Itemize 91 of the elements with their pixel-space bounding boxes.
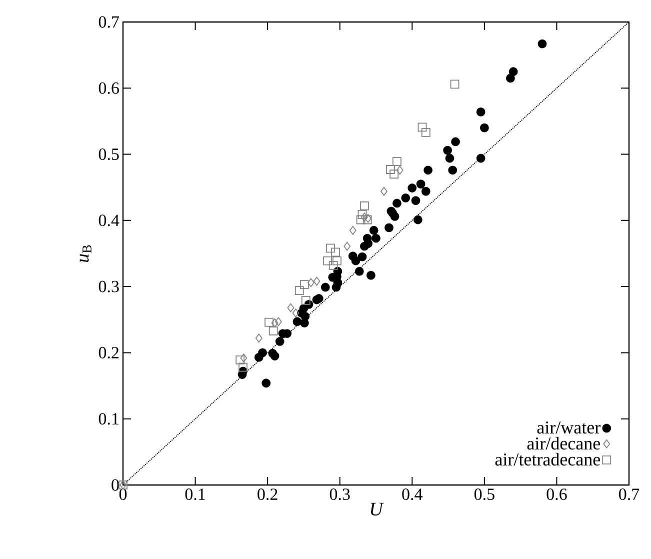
point	[274, 317, 282, 326]
point	[240, 354, 248, 362]
x-tick-label: 0.3	[330, 488, 350, 500]
x-tick-label: 0.7	[619, 488, 640, 500]
point	[268, 348, 278, 358]
x-tick-label: 0.6	[546, 488, 567, 500]
point	[271, 318, 278, 328]
point	[332, 256, 342, 266]
point	[443, 146, 452, 155]
point	[421, 186, 430, 196]
point	[508, 67, 518, 76]
point	[476, 107, 486, 116]
y-tick-label: 0	[112, 479, 119, 491]
y-tick-label: 0.1	[98, 413, 118, 425]
point	[416, 180, 426, 188]
point	[344, 242, 351, 251]
point	[236, 356, 245, 364]
point	[386, 165, 395, 174]
point	[445, 154, 454, 163]
point	[313, 276, 320, 286]
point	[396, 166, 404, 175]
point	[401, 193, 410, 202]
point	[362, 215, 372, 224]
point	[300, 318, 309, 328]
point	[326, 244, 335, 253]
point	[294, 286, 304, 295]
point	[354, 266, 364, 276]
point	[331, 248, 340, 257]
x-tick-label: 0.1	[185, 488, 205, 500]
point	[424, 166, 432, 175]
point	[448, 166, 458, 175]
point	[268, 326, 278, 336]
point	[328, 260, 338, 270]
legend-label: air/decane	[527, 436, 600, 450]
point	[255, 334, 262, 343]
point	[360, 212, 368, 222]
y-tick-label: 0.6	[98, 82, 119, 94]
point	[451, 137, 460, 146]
point	[262, 378, 271, 388]
point	[421, 128, 430, 137]
point	[292, 317, 302, 326]
point	[369, 226, 378, 235]
point	[264, 318, 274, 327]
point	[476, 154, 486, 163]
point	[392, 157, 402, 166]
point	[506, 74, 515, 83]
y-tick-label: 0.3	[98, 280, 119, 292]
point	[408, 184, 417, 192]
y-tick-label: 0.4	[98, 214, 120, 226]
point	[364, 214, 372, 223]
point	[480, 123, 489, 132]
point	[323, 256, 332, 266]
point	[254, 352, 264, 362]
point	[307, 278, 314, 288]
point	[390, 170, 399, 179]
point	[358, 252, 367, 262]
point	[360, 242, 369, 251]
y-tick-label: 0.7	[98, 16, 119, 28]
x-tick-label: 0.4	[402, 488, 422, 500]
point	[411, 196, 420, 206]
point	[450, 80, 460, 89]
legend-label: air/water	[537, 422, 600, 434]
point	[538, 39, 547, 48]
point	[320, 282, 330, 292]
y-tick-label: 0.2	[98, 346, 119, 358]
x-tick-label: 0.5	[474, 488, 494, 500]
point	[372, 234, 380, 243]
point	[392, 198, 402, 208]
point	[275, 337, 284, 346]
point	[380, 186, 388, 196]
x-tick-label: 0.2	[258, 488, 278, 500]
point	[238, 362, 248, 372]
point	[349, 226, 356, 235]
point	[384, 223, 394, 232]
point	[301, 296, 310, 305]
x-axis-title: U	[370, 502, 384, 516]
legend-label: air/tetradecane	[495, 452, 600, 466]
point	[358, 210, 367, 219]
point	[300, 280, 309, 290]
x-tick-label: 0	[119, 488, 127, 500]
point	[366, 270, 376, 280]
point	[351, 256, 360, 266]
point	[356, 215, 366, 224]
point	[360, 201, 369, 210]
point	[418, 122, 427, 132]
point	[292, 308, 300, 318]
y-axis-title: u$_{B}$	[80, 245, 92, 262]
point	[413, 215, 422, 224]
point	[287, 303, 294, 312]
y-tick-label: 0.5	[98, 148, 119, 160]
point	[332, 282, 341, 292]
